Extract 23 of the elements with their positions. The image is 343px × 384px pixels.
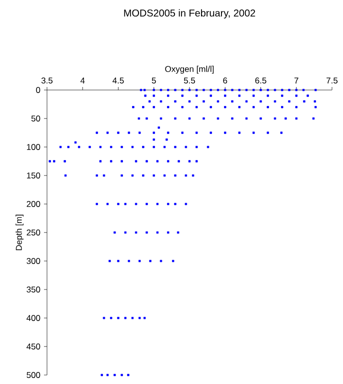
y-tick-label: 450 (26, 344, 40, 350)
x-tick-label: 6.5 (255, 77, 266, 84)
y-axis-title: Depth [m] (16, 214, 24, 250)
y-tick-label: 200 (26, 201, 40, 207)
y-tick-label: 50 (31, 116, 40, 122)
y-tick-label: 500 (26, 372, 40, 378)
x-tick-label: 5.5 (184, 78, 196, 84)
y-tick-label: 250 (26, 230, 40, 236)
x-tick-label: 3.5 (41, 77, 53, 84)
x-axis-title: Oxygen [ml/l] (165, 66, 214, 74)
y-tick-label: 300 (26, 258, 40, 264)
x-tick-label: 5 (152, 78, 156, 84)
y-tick-label: 0 (36, 87, 40, 93)
x-tick-label: 7.5 (326, 78, 338, 84)
y-tick-label: 150 (26, 172, 40, 178)
x-tick-label: 6 (223, 77, 228, 84)
y-tick-label: 100 (26, 144, 40, 150)
x-tick-label: 7 (294, 78, 298, 84)
y-tick-label: 400 (26, 315, 40, 321)
x-tick-label: 4.5 (112, 78, 124, 84)
y-tick-label: 350 (26, 286, 40, 292)
chart-title: MODS2005 in February, 2002 (124, 9, 256, 18)
x-tick-label: 4 (80, 78, 85, 84)
